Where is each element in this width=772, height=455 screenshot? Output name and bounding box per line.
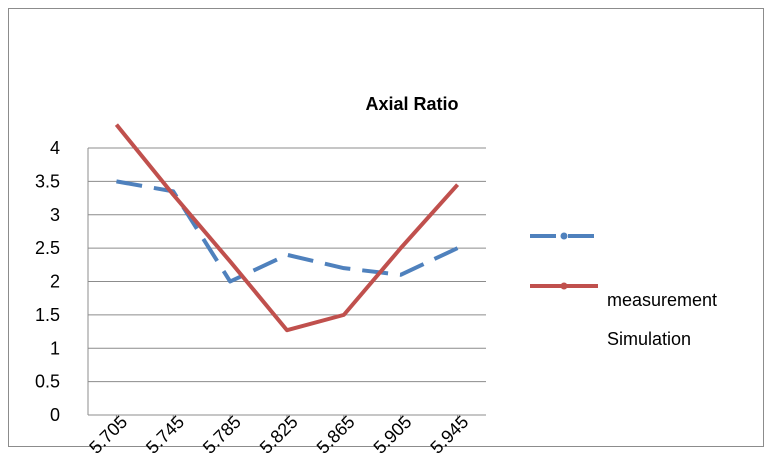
x-tick-label: 5.825 xyxy=(256,412,302,455)
x-tick-label: 5.865 xyxy=(313,412,359,455)
x-tick-label: 5.745 xyxy=(142,412,188,455)
x-tick-label: 5.945 xyxy=(426,412,472,455)
y-tick-label: 0.5 xyxy=(35,372,60,392)
y-tick-label: 2 xyxy=(50,272,60,292)
legend-label-1: measurement xyxy=(607,290,717,310)
y-tick-label: 0 xyxy=(50,405,60,425)
series-line-1 xyxy=(114,123,460,333)
y-tick-label: 2.5 xyxy=(35,238,60,258)
x-axis-ticks: 5.705 5.745 5.785 5.825 5.865 5.905 5.945 xyxy=(85,412,472,455)
y-tick-label: 4 xyxy=(50,138,60,158)
series-layer xyxy=(114,123,460,333)
x-tick-label: 5.905 xyxy=(370,412,416,455)
chart-frame xyxy=(8,8,764,447)
y-tick-label: 3.5 xyxy=(35,171,60,191)
x-tick-label: 5.705 xyxy=(85,412,131,455)
gridlines xyxy=(87,147,486,416)
legend-marker-0 xyxy=(560,232,568,240)
y-tick-label: 1.5 xyxy=(35,305,60,325)
legend-marker-1 xyxy=(560,282,568,290)
chart-title: Axial Ratio xyxy=(365,94,458,114)
legend: measurement Simulation xyxy=(530,232,717,349)
y-tick-label: 3 xyxy=(50,205,60,225)
x-tick-label: 5.785 xyxy=(199,412,245,455)
legend-extra-label: Simulation xyxy=(607,329,691,349)
y-tick-label: 1 xyxy=(50,338,60,358)
y-axis-ticks: 0 0.5 1 1.5 2 2.5 3 3.5 4 xyxy=(35,138,60,425)
series-line-0 xyxy=(116,179,459,284)
